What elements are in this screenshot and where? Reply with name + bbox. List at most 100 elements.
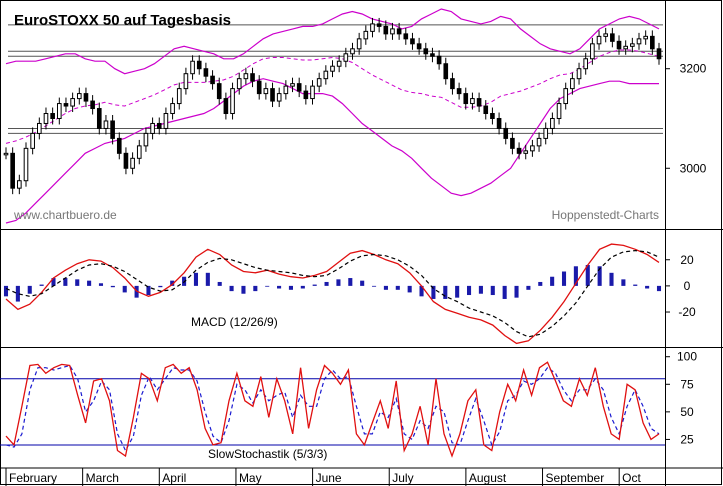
- macd-histogram-bar: [395, 285, 400, 290]
- candle-body: [456, 88, 462, 95]
- macd-histogram-bar: [419, 285, 424, 297]
- macd-histogram-bar: [170, 280, 175, 286]
- macd-histogram-bar: [407, 285, 412, 293]
- macd-histogram-bar: [146, 285, 151, 296]
- candle-body: [483, 105, 489, 115]
- candle-body: [196, 60, 202, 70]
- macd-histogram-bar: [514, 285, 519, 298]
- candle-body: [636, 38, 642, 45]
- month-label: Oct: [622, 471, 641, 485]
- macd-histogram-bar: [241, 285, 246, 294]
- candle-body: [410, 38, 415, 45]
- candle-body: [336, 60, 342, 67]
- macd-histogram-bar: [502, 285, 507, 299]
- macd-histogram-bar: [455, 285, 460, 298]
- macd-histogram-bar: [336, 279, 341, 286]
- candle-body: [50, 113, 55, 119]
- candle-body: [190, 60, 195, 75]
- candle-body: [583, 58, 589, 70]
- month-label: June: [316, 471, 342, 485]
- macd-histogram-bar: [526, 285, 531, 290]
- candle-body: [450, 78, 455, 90]
- month-label: August: [469, 471, 507, 485]
- candle-body: [136, 145, 142, 159]
- candle-body: [563, 88, 569, 105]
- watermark-right: Hoppenstedt-Charts: [552, 208, 659, 222]
- candle-body: [623, 45, 628, 50]
- candle-body: [176, 88, 182, 105]
- candle-body: [263, 88, 269, 95]
- macd-histogram-bar: [193, 272, 199, 286]
- macd-histogram-bar: [312, 284, 317, 286]
- macd-line: [5, 243, 660, 345]
- candle-body: [243, 73, 249, 80]
- candle-body: [156, 122, 162, 129]
- macd-histogram-bar: [324, 281, 329, 286]
- candle-body: [303, 90, 309, 100]
- candle-body: [596, 35, 602, 45]
- candle-body: [296, 83, 302, 92]
- macd-histogram-bar: [360, 280, 365, 286]
- stochastic-d-line: [5, 364, 660, 452]
- candle-body: [283, 85, 289, 95]
- candle-body: [343, 53, 349, 62]
- candle-body: [350, 48, 355, 55]
- macd-histogram-bar: [633, 284, 638, 286]
- candle-body: [616, 40, 622, 50]
- candle-body: [96, 108, 102, 129]
- candle-body: [556, 103, 562, 119]
- month-label: May: [239, 471, 262, 485]
- candle-body: [203, 68, 209, 77]
- macd-histogram-bar: [205, 272, 210, 286]
- candle-body: [37, 122, 42, 134]
- stochastic-tick-label: 25: [680, 432, 694, 446]
- macd-histogram-bar: [217, 281, 222, 286]
- time-axis: February March April May June July August Septe…: [5, 468, 642, 486]
- candle-body: [3, 152, 9, 156]
- macd-histogram-bar: [300, 285, 305, 289]
- macd-histogram-bar: [372, 285, 377, 287]
- candle-body: [330, 65, 335, 72]
- candle-body: [570, 78, 575, 90]
- candle-body: [643, 35, 648, 40]
- macd-tick-label: 20: [680, 253, 694, 267]
- macd-histogram-bar: [383, 285, 388, 290]
- candle-body: [183, 73, 189, 90]
- stochastic-label: SlowStochastik (5/3/3): [208, 447, 327, 461]
- macd-axis: 20 0 -20: [665, 253, 696, 319]
- macd-histogram-bar: [573, 266, 578, 286]
- candle-body: [550, 117, 555, 129]
- macd-histogram-bar: [550, 276, 555, 286]
- candle-body: [76, 93, 82, 100]
- macd-histogram: [3, 264, 662, 302]
- candle-body: [530, 145, 535, 152]
- candle-body: [536, 137, 542, 147]
- bollinger-upper-band: [5, 8, 660, 75]
- macd-histogram-bar: [609, 272, 614, 286]
- price-tick-label: 3000: [680, 161, 707, 175]
- candle-body: [356, 38, 362, 50]
- candle-body: [476, 98, 482, 107]
- macd-histogram-bar: [27, 285, 32, 294]
- candle-body: [610, 33, 615, 42]
- macd-histogram-bar: [621, 279, 626, 286]
- candle-body: [110, 120, 115, 139]
- candle-body: [590, 43, 595, 60]
- macd-histogram-bar: [490, 285, 495, 296]
- macd-label: MACD (12/26/9): [191, 315, 278, 329]
- candle-body: [436, 55, 442, 65]
- macd-histogram-bar: [253, 285, 258, 292]
- candle-body: [603, 33, 609, 37]
- candle-body: [630, 43, 635, 47]
- month-label: September: [546, 471, 605, 485]
- macd-histogram-bar: [597, 266, 602, 286]
- month-label: February: [9, 471, 57, 485]
- macd-histogram-bar: [98, 283, 104, 286]
- candle-body: [230, 88, 235, 115]
- candle-body: [210, 75, 215, 85]
- candle-body: [463, 93, 469, 105]
- candle-body: [543, 127, 549, 139]
- candle-body: [103, 120, 109, 129]
- candle-body: [503, 127, 509, 139]
